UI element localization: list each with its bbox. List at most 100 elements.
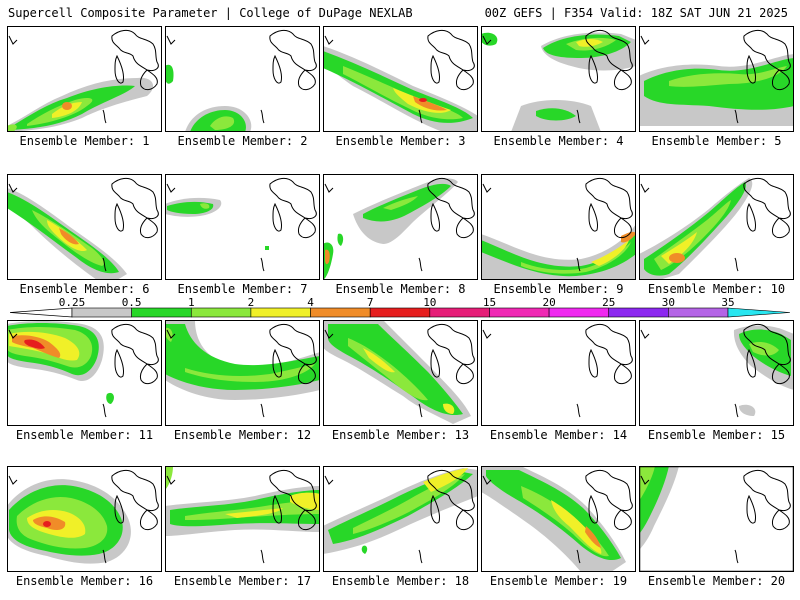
map-outline: [640, 177, 791, 272]
scp-shading: [323, 468, 478, 554]
ensemble-panel-7[interactable]: Ensemble Member: 7: [165, 174, 320, 298]
ensemble-map-15: [639, 320, 794, 426]
map-outline: [8, 469, 159, 564]
ensemble-panel-6[interactable]: Ensemble Member: 6: [7, 174, 162, 298]
color-scale-left-arrow: [10, 307, 73, 318]
map-outline: [482, 469, 633, 564]
ensemble-panel-17[interactable]: Ensemble Member: 17: [165, 466, 320, 590]
color-scale-swatch: [71, 307, 132, 318]
ensemble-member-label: Ensemble Member: 10: [647, 282, 786, 296]
map-outline: [640, 29, 791, 124]
ensemble-map-8: [323, 174, 478, 280]
panel-frame: [323, 174, 478, 280]
map-outline: [324, 323, 475, 418]
ensemble-member-label: Ensemble Member: 18: [331, 574, 470, 588]
ensemble-panel-2[interactable]: Ensemble Member: 2: [165, 26, 320, 150]
ensemble-map-14: [481, 320, 636, 426]
ensemble-map-18: [323, 466, 478, 572]
ensemble-map-11: [7, 320, 162, 426]
ensemble-map-17: [165, 466, 320, 572]
ensemble-panel-15[interactable]: Ensemble Member: 15: [639, 320, 794, 444]
ensemble-panel-1[interactable]: Ensemble Member: 1: [7, 26, 162, 150]
ensemble-panel-5[interactable]: Ensemble Member: 5: [639, 26, 794, 150]
panel-frame: [481, 320, 636, 426]
map-outline: [324, 177, 475, 272]
panel-frame: [639, 466, 794, 572]
ensemble-map-6: [7, 174, 162, 280]
ensemble-panel-8[interactable]: Ensemble Member: 8: [323, 174, 478, 298]
ensemble-map-5: [639, 26, 794, 132]
map-outline: [166, 29, 317, 124]
ensemble-panel-11[interactable]: Ensemble Member: 11: [7, 320, 162, 444]
scp-shading: [639, 54, 794, 132]
ensemble-member-label: Ensemble Member: 6: [19, 282, 150, 296]
ensemble-member-label: Ensemble Member: 15: [647, 428, 786, 442]
scp-shading: [7, 77, 154, 132]
ensemble-map-2: [165, 26, 320, 132]
ensemble-member-label: Ensemble Member: 7: [177, 282, 308, 296]
ensemble-map-9: [481, 174, 636, 280]
ensemble-member-label: Ensemble Member: 8: [335, 282, 466, 296]
map-outline: [8, 177, 159, 272]
ensemble-panel-14[interactable]: Ensemble Member: 14: [481, 320, 636, 444]
map-outline: [324, 469, 475, 564]
valid-time-label: 00Z GEFS | F354 Valid: 18Z SAT JUN 21 20…: [484, 6, 788, 20]
ensemble-member-label: Ensemble Member: 13: [331, 428, 470, 442]
color-scale-tick-label: 20: [542, 296, 556, 309]
ensemble-member-label: Ensemble Member: 2: [177, 134, 308, 148]
color-scale-tick-label: 7: [366, 296, 374, 309]
ensemble-map-19: [481, 466, 636, 572]
ensemble-panel-16[interactable]: Ensemble Member: 16: [7, 466, 162, 590]
color-scale-tick-label: 0.5: [121, 296, 142, 309]
color-scale-swatch: [310, 307, 371, 318]
color-scale-tick-label: 2: [247, 296, 255, 309]
color-scale-tick-label: 10: [423, 296, 437, 309]
panel-frame: [165, 466, 320, 572]
ensemble-member-label: Ensemble Member: 1: [19, 134, 150, 148]
panel-frame: [7, 466, 162, 572]
panel-frame: [639, 320, 794, 426]
ensemble-member-label: Ensemble Member: 16: [15, 574, 154, 588]
ensemble-map-13: [323, 320, 478, 426]
ensemble-member-label: Ensemble Member: 4: [493, 134, 624, 148]
scp-shading: [323, 46, 478, 132]
ensemble-map-7: [165, 174, 320, 280]
color-scale-swatch: [489, 307, 550, 318]
map-outline: [482, 323, 633, 418]
ensemble-panel-19[interactable]: Ensemble Member: 19: [481, 466, 636, 590]
panel-frame: [639, 26, 794, 132]
ensemble-member-label: Ensemble Member: 20: [647, 574, 786, 588]
ensemble-member-label: Ensemble Member: 19: [489, 574, 628, 588]
ensemble-map-3: [323, 26, 478, 132]
map-outline: [8, 29, 159, 124]
color-scale-tick-label: 1: [187, 296, 195, 309]
ensemble-panel-20[interactable]: Ensemble Member: 20: [639, 466, 794, 590]
scp-shading: [481, 466, 626, 572]
ensemble-panel-13[interactable]: Ensemble Member: 13: [323, 320, 478, 444]
ensemble-panel-4[interactable]: Ensemble Member: 4: [481, 26, 636, 150]
panel-frame: [7, 174, 162, 280]
color-scale-swatch: [548, 307, 610, 318]
panel-frame: [639, 174, 794, 280]
ensemble-map-16: [7, 466, 162, 572]
ensemble-member-label: Ensemble Member: 14: [489, 428, 628, 442]
scp-shading: [7, 479, 131, 564]
ensemble-panel-12[interactable]: Ensemble Member: 12: [165, 320, 320, 444]
scp-shading: [481, 224, 636, 280]
scp-shading: [7, 321, 114, 404]
color-scale-tick-label: 35: [721, 296, 735, 309]
ensemble-member-label: Ensemble Member: 11: [15, 428, 154, 442]
panel-frame: [323, 26, 478, 132]
ensemble-member-label: Ensemble Member: 17: [173, 574, 312, 588]
ensemble-panel-3[interactable]: Ensemble Member: 3: [323, 26, 478, 150]
ensemble-map-4: [481, 26, 636, 132]
ensemble-panel-18[interactable]: Ensemble Member: 18: [323, 466, 478, 590]
panel-frame: [323, 466, 478, 572]
map-outline: [640, 323, 791, 418]
ensemble-map-20: [639, 466, 794, 572]
ensemble-panel-9[interactable]: Ensemble Member: 9: [481, 174, 636, 298]
panel-frame: [481, 174, 636, 280]
ensemble-panel-10[interactable]: Ensemble Member: 10: [639, 174, 794, 298]
scp-shading: [165, 197, 269, 250]
scp-shading: [733, 325, 794, 416]
